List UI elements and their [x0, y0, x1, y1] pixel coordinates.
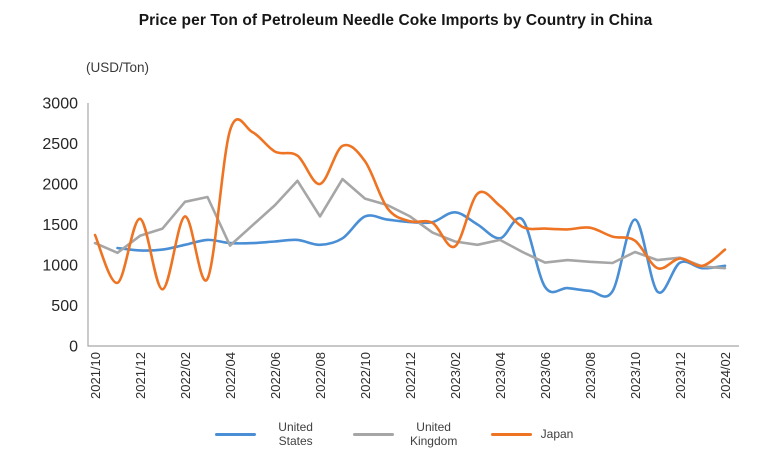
svg-text:2022/06: 2022/06: [268, 352, 283, 399]
legend-item-united-kingdom: United Kingdom: [352, 420, 465, 449]
legend-item-united-states: United States: [214, 420, 327, 449]
svg-text:2023/06: 2023/06: [538, 352, 553, 399]
svg-text:2500: 2500: [42, 136, 78, 153]
svg-text:2000: 2000: [42, 177, 78, 194]
svg-text:1500: 1500: [42, 217, 78, 234]
svg-text:2023/02: 2023/02: [448, 352, 463, 399]
legend: United States United Kingdom Japan: [44, 420, 744, 448]
svg-text:2022/12: 2022/12: [403, 352, 418, 399]
svg-text:2023/10: 2023/10: [628, 352, 643, 399]
united-states-line-swatch: [214, 432, 256, 436]
y-axis-units-label: (USD/Ton): [86, 60, 150, 75]
united-kingdom-line-swatch: [352, 432, 394, 436]
legend-item-japan: Japan: [490, 427, 574, 442]
svg-text:2023/04: 2023/04: [493, 352, 508, 399]
svg-text:2021/12: 2021/12: [133, 352, 148, 399]
svg-text:2023/08: 2023/08: [583, 352, 598, 399]
svg-text:500: 500: [51, 298, 78, 315]
svg-text:3000: 3000: [42, 96, 78, 113]
svg-text:0: 0: [69, 339, 78, 356]
svg-text:2022/02: 2022/02: [178, 352, 193, 399]
svg-text:2021/10: 2021/10: [88, 352, 103, 399]
legend-label-japan: Japan: [540, 427, 574, 442]
svg-text:2022/10: 2022/10: [358, 352, 373, 399]
svg-text:2024/02: 2024/02: [718, 352, 733, 399]
chart-title: Price per Ton of Petroleum Needle Coke I…: [138, 12, 653, 29]
svg-text:1000: 1000: [42, 258, 78, 275]
legend-label-united-kingdom: United Kingdom: [409, 420, 458, 449]
svg-text:2022/08: 2022/08: [313, 352, 328, 399]
japan-line-swatch: [490, 432, 532, 436]
svg-text:2022/04: 2022/04: [223, 352, 238, 399]
legend-label-united-states: United States: [278, 420, 313, 449]
svg-text:2023/12: 2023/12: [673, 352, 688, 399]
